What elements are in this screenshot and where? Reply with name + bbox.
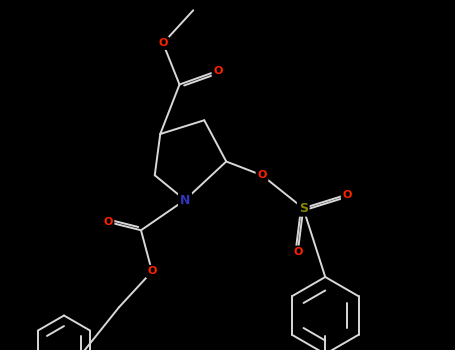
Text: N: N xyxy=(180,194,190,206)
Text: O: O xyxy=(293,247,303,257)
Text: O: O xyxy=(158,38,168,48)
Text: O: O xyxy=(343,189,352,200)
Text: S: S xyxy=(299,202,308,215)
Text: O: O xyxy=(213,66,222,76)
Text: O: O xyxy=(103,217,113,227)
Text: O: O xyxy=(258,170,267,180)
Text: O: O xyxy=(147,266,157,277)
